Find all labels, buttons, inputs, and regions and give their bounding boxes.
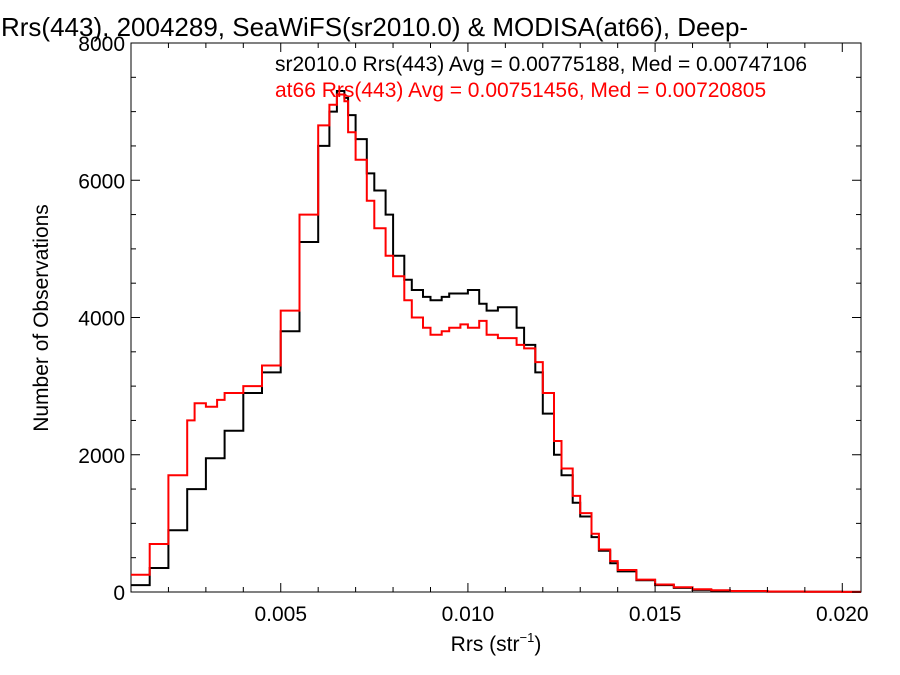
y-axis-label: Number of Observations — [30, 204, 53, 432]
series-line-0 — [131, 90, 861, 593]
y-tick-label: 8000 — [78, 33, 125, 56]
y-tick-label: 0 — [113, 582, 125, 605]
x-tick-label: 0.020 — [816, 603, 869, 626]
x-axis-label: Rrs (str−1) — [451, 630, 542, 656]
chart-title: Rrs(443), 2004289, SeaWiFS(sr2010.0) & M… — [1, 12, 748, 42]
x-axis-label-tail: ) — [534, 633, 541, 656]
legend-annotation-at66: at66 Rrs(443) Avg = 0.00751456, Med = 0.… — [275, 79, 766, 102]
x-axis-label-main: Rrs (str — [451, 633, 520, 656]
y-tick-label: 2000 — [78, 445, 125, 468]
plot-area-frame — [130, 42, 862, 593]
x-tick-label: 0.010 — [442, 603, 495, 626]
y-tick-label: 4000 — [78, 308, 125, 331]
series-line-1 — [131, 93, 861, 593]
x-axis-label-superscript: −1 — [520, 630, 535, 645]
y-tick-label: 6000 — [78, 170, 125, 193]
legend-annotation-sr2010: sr2010.0 Rrs(443) Avg = 0.00775188, Med … — [275, 53, 807, 76]
x-tick-label: 0.005 — [254, 603, 307, 626]
x-tick-label: 0.015 — [629, 603, 682, 626]
